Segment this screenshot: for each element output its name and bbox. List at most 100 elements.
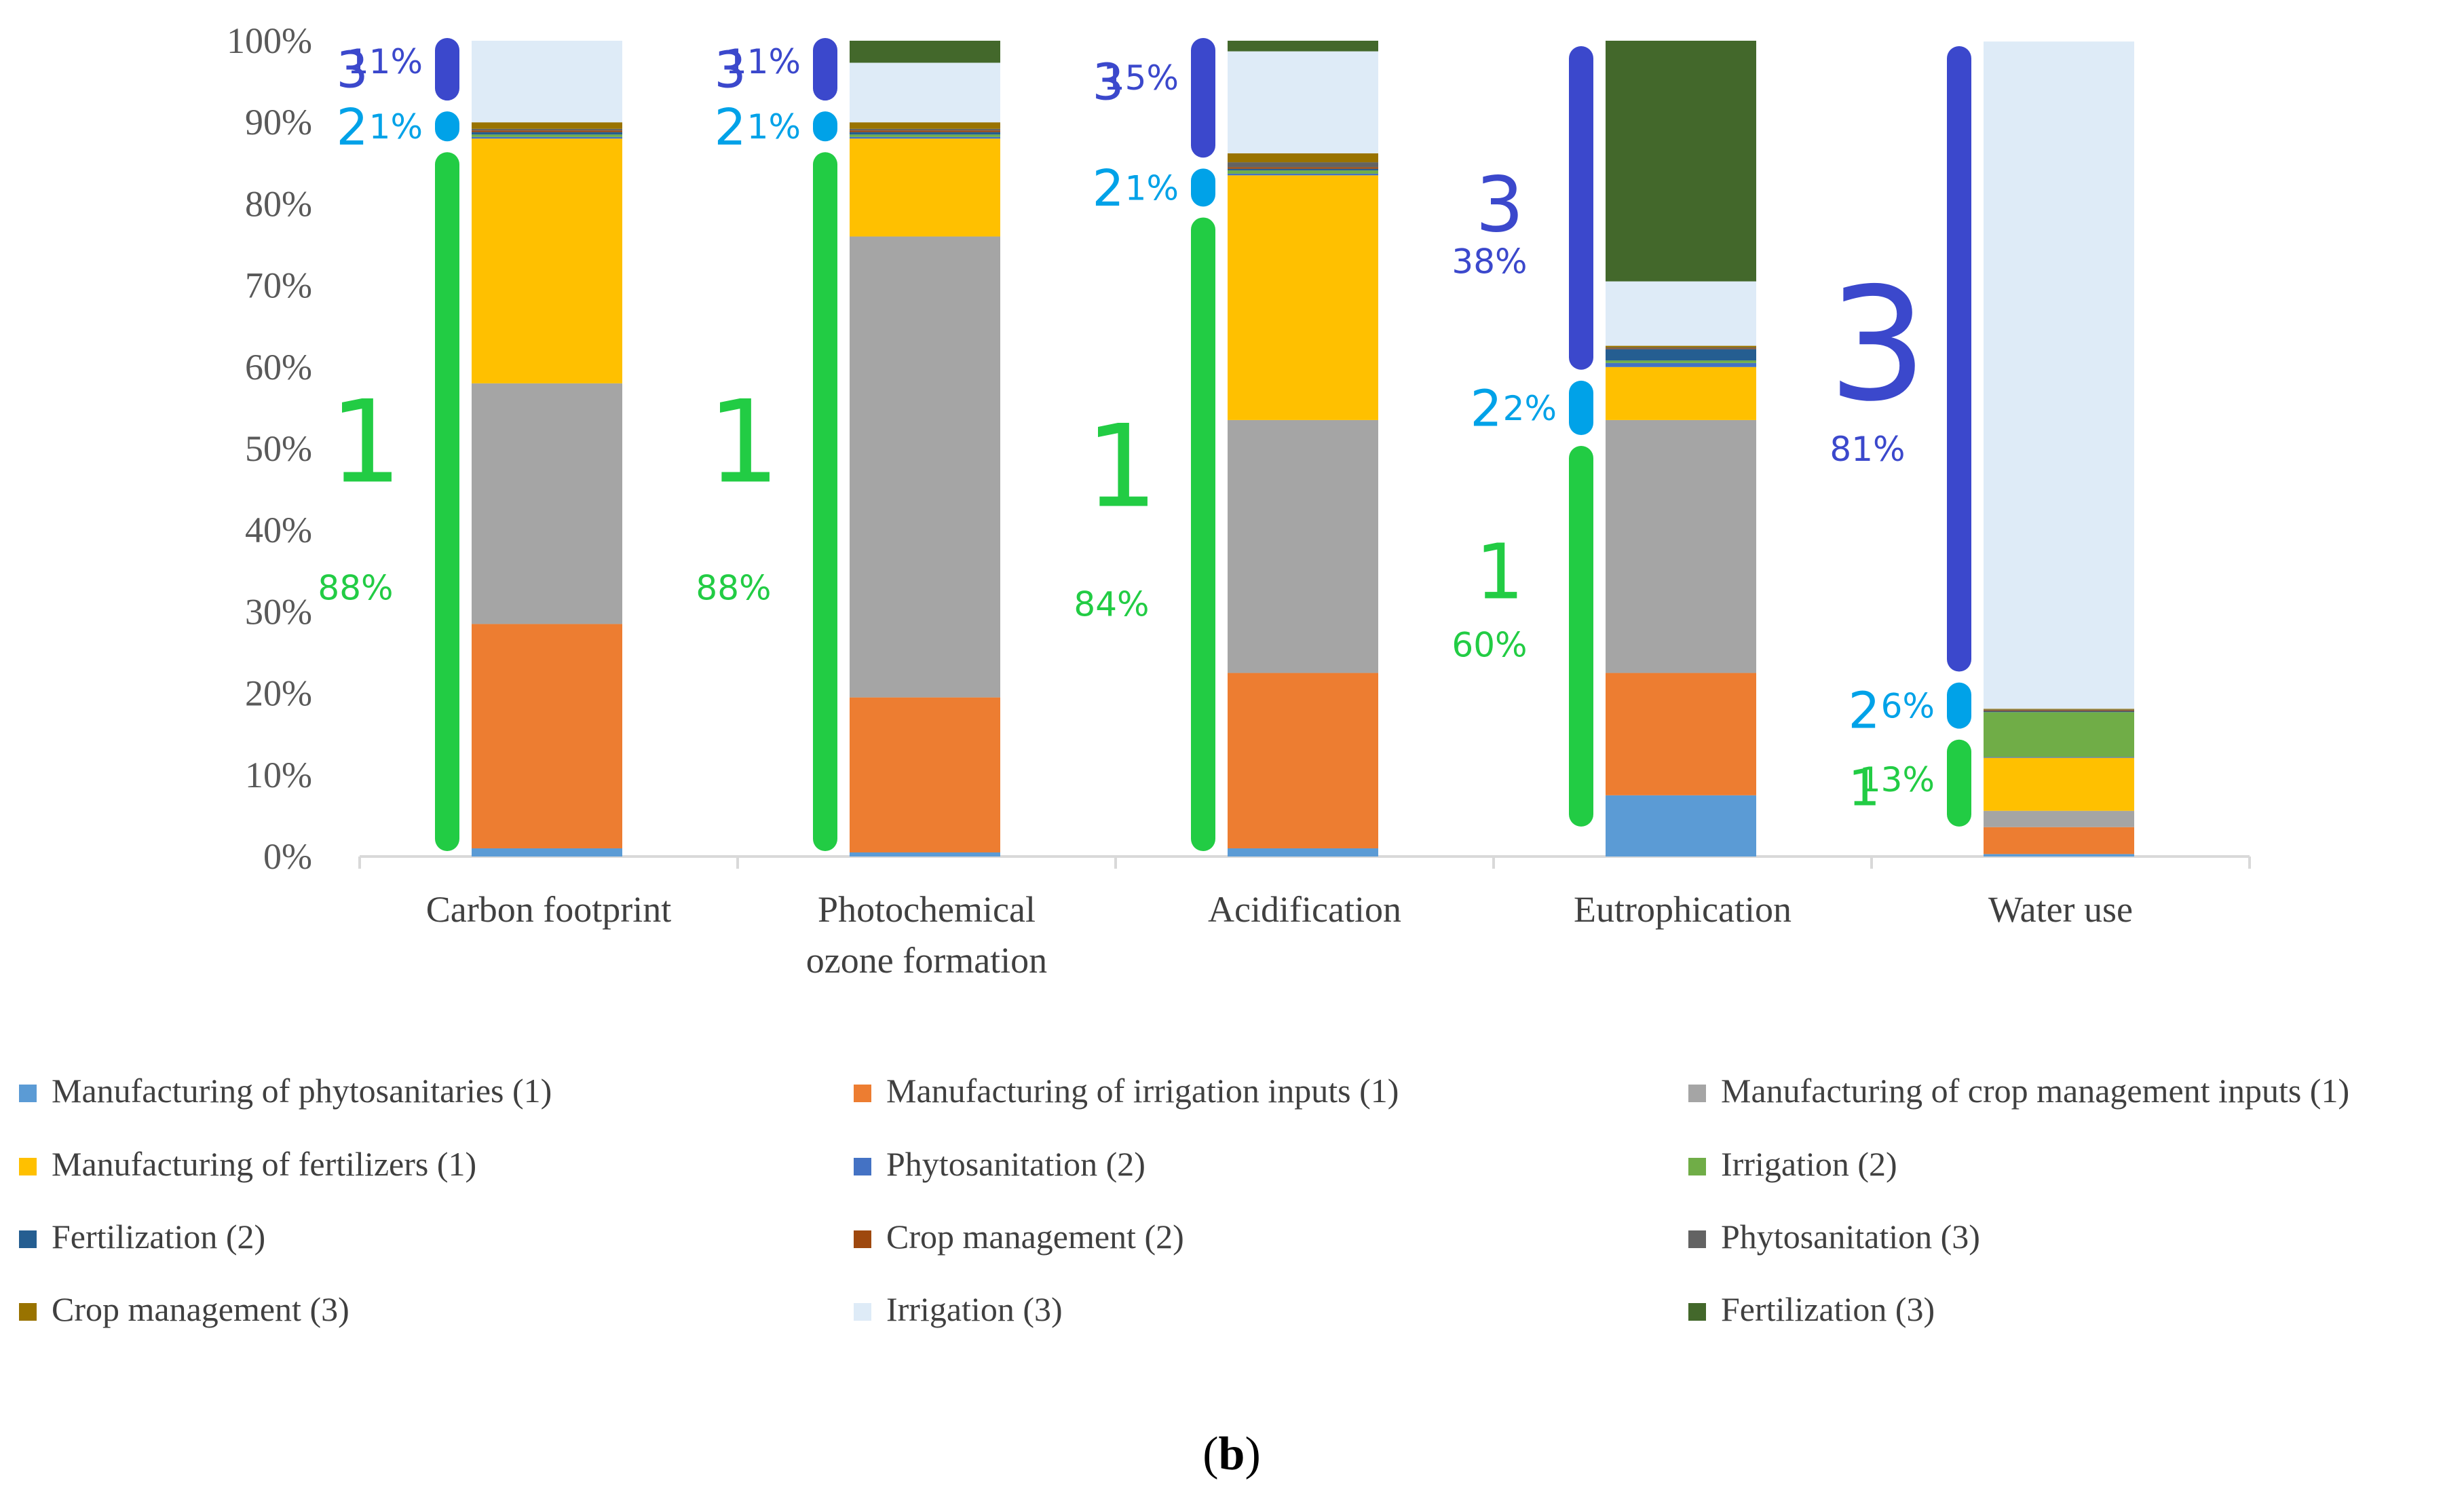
bar-segment (1228, 419, 1378, 673)
panel-label: (b) (1202, 1428, 1261, 1480)
bar-segment (1606, 349, 1756, 361)
bar-segment (1228, 173, 1378, 176)
legend-swatch (19, 1230, 37, 1248)
group-number: 1 (708, 375, 780, 508)
legend-swatch (1688, 1303, 1706, 1321)
y-tick-label: 20% (245, 673, 312, 714)
legend-swatch (1688, 1230, 1706, 1248)
group-percent: 1% (369, 107, 423, 147)
bar-segment (850, 136, 1000, 139)
bar-segment (1228, 170, 1378, 174)
bar-segment (1984, 854, 2134, 857)
bar-segment (1606, 345, 1756, 347)
bar-segment (1984, 712, 2134, 757)
bar-segment (850, 138, 1000, 237)
bar-segment (1606, 348, 1756, 350)
group-number: 3 (1828, 255, 1927, 436)
legend-label: Manufacturing of irrigation inputs (1) (886, 1072, 1399, 1110)
group-number: 2 (1470, 380, 1502, 438)
legend-label: Phytosanitation (3) (1721, 1218, 1980, 1256)
group-percent: 15% (1103, 58, 1179, 98)
legend-swatch (19, 1085, 37, 1102)
bar-segment (1228, 51, 1378, 153)
bar-segment (1984, 711, 2134, 713)
bar-segment (1606, 41, 1756, 282)
bar-segment (850, 697, 1000, 852)
legend-label: Fertilization (3) (1721, 1290, 1935, 1328)
bar-segment (1228, 848, 1378, 857)
bar-segment (472, 132, 622, 135)
bar-segment (472, 383, 622, 624)
bar-segment (472, 134, 622, 137)
legend-swatch (19, 1303, 37, 1321)
group-number: 1 (1086, 400, 1158, 533)
y-tick-label: 30% (245, 591, 312, 632)
group-percent: 60% (1452, 625, 1527, 664)
legend-label: Irrigation (2) (1721, 1145, 1897, 1183)
bar-segment (850, 122, 1000, 129)
group-number: 3 (1092, 54, 1124, 112)
group-number: 3 (1475, 162, 1523, 250)
bar-segment (1606, 419, 1756, 673)
group-number: 1 (330, 375, 402, 508)
legend-label: Crop management (3) (52, 1290, 349, 1328)
bar-segment (1228, 162, 1378, 168)
group-percent: 1% (747, 107, 801, 147)
group-percent: 6% (1881, 687, 1935, 726)
bar-segment (1606, 366, 1756, 420)
legend-label: Crop management (2) (886, 1218, 1184, 1256)
bar-segment (850, 41, 1000, 63)
bar-segment (1984, 810, 2134, 827)
y-tick-label: 70% (245, 265, 312, 306)
legend-swatch (1688, 1085, 1706, 1102)
bar-segment (1606, 362, 1756, 367)
y-tick-label: 80% (245, 183, 312, 224)
bar-segment (1984, 827, 2134, 854)
legend-swatch (1688, 1158, 1706, 1175)
bar-layer (472, 41, 2134, 857)
bar-segment (1984, 709, 2134, 711)
group-percent: 11% (725, 42, 801, 81)
bar-segment (850, 132, 1000, 135)
group-number: 3 (336, 41, 368, 100)
y-tick-label: 10% (245, 755, 312, 795)
group-number: 2 (1092, 159, 1124, 218)
legend-label: Fertilization (2) (52, 1218, 265, 1256)
y-tick-label: 90% (245, 102, 312, 143)
bar-segment (1606, 347, 1756, 349)
legend-label: Phytosanitation (2) (886, 1145, 1145, 1183)
bar-segment (472, 624, 622, 848)
bar-segment (1606, 360, 1756, 363)
group-percent: 81% (1830, 430, 1905, 469)
bar-segment (472, 136, 622, 139)
group-number: 3 (714, 41, 746, 100)
bar-segment (850, 130, 1000, 132)
bar-segment (850, 62, 1000, 123)
legend: Manufacturing of phytosanitaries (1) Manu… (19, 1072, 2349, 1328)
bar-segment (472, 848, 622, 857)
bar-segment (1606, 673, 1756, 795)
bar-segment (472, 122, 622, 129)
annotation-layer: 188%2 1%311%188%2 1%311%184%2 1%315%160%2 2%… (318, 38, 1971, 851)
bar-segment (850, 852, 1000, 857)
group-percent: 2% (1503, 389, 1557, 428)
y-tick-label: 100% (227, 20, 312, 61)
category-label: Eutrophication (1574, 889, 1792, 930)
bar-segment (1606, 281, 1756, 346)
bar-segment (1984, 757, 2134, 811)
bar-segment (1228, 41, 1378, 52)
bar-segment (1228, 175, 1378, 420)
y-tick-label: 0% (263, 836, 312, 877)
group-number: 1 (1848, 759, 1880, 817)
y-tick-label: 40% (245, 510, 312, 550)
legend-swatch (19, 1158, 37, 1175)
legend-label: Manufacturing of fertilizers (1) (52, 1145, 476, 1183)
bar-segment (850, 128, 1000, 131)
group-percent: 1% (1125, 168, 1179, 208)
category-label: Water use (1988, 889, 2133, 930)
group-percent: 88% (696, 568, 771, 607)
group-percent: 88% (318, 568, 393, 607)
group-number: 2 (1848, 681, 1880, 740)
bar-segment (850, 236, 1000, 698)
